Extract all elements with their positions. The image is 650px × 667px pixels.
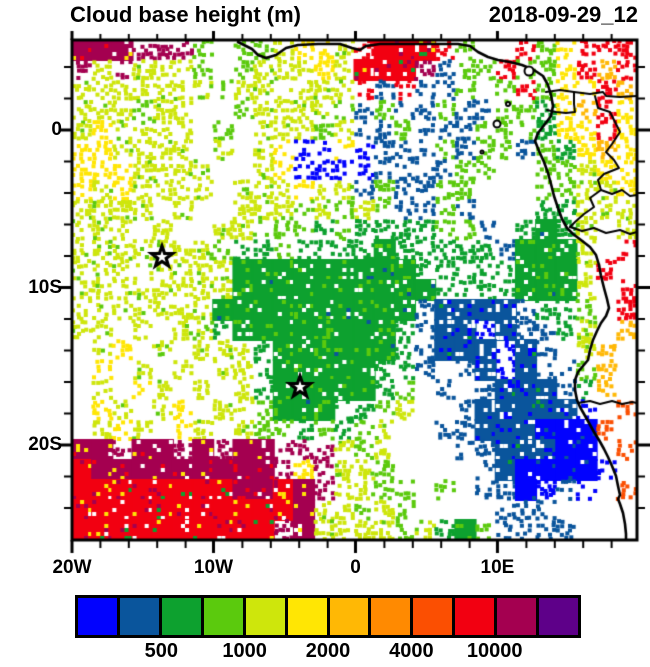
- colorbar-cell: [119, 598, 162, 635]
- x-tick-label: 20W: [52, 557, 92, 578]
- colorbar-cell: [371, 598, 414, 635]
- colorbar-cell: [455, 598, 498, 635]
- colorbar-cell: [329, 598, 372, 635]
- colorbar-cell: [287, 598, 330, 635]
- plot-title: Cloud base height (m): [70, 2, 301, 27]
- colorbar-tick-label: 500: [144, 640, 179, 662]
- colorbar-cell: [413, 598, 456, 635]
- colorbar-cell: [161, 598, 204, 635]
- colorbar-cell: [203, 598, 246, 635]
- colorbar-cell: [245, 598, 288, 635]
- colorbar-cell: [539, 598, 579, 635]
- colorbar-tick-label: 1000: [222, 640, 267, 662]
- x-tick-label: 10E: [480, 557, 515, 578]
- y-tick-label: 0: [51, 119, 62, 140]
- y-tick-label: 10S: [28, 276, 62, 298]
- colorbar-tick-label: 2000: [305, 640, 351, 662]
- colorbar-tick-label: 10000: [466, 640, 523, 662]
- datetime-label: 2018-09-29_12: [488, 2, 638, 27]
- x-tick-label: 0: [350, 557, 361, 578]
- colorbar: [75, 595, 581, 638]
- y-tick-label: 20S: [28, 434, 62, 455]
- x-tick-label: 10W: [193, 557, 234, 578]
- colorbar-cell: [497, 598, 540, 635]
- colorbar-cell: [78, 598, 120, 635]
- colorbar-tick-label: 4000: [389, 640, 434, 662]
